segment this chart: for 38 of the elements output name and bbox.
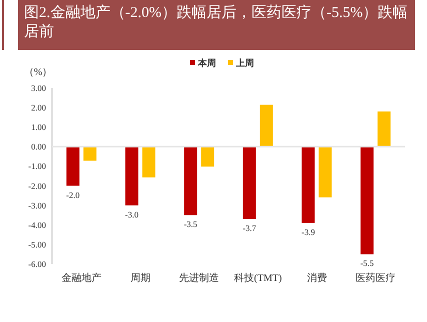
data-label: -3.9 bbox=[302, 226, 315, 237]
bar bbox=[83, 146, 96, 161]
bar bbox=[378, 111, 391, 147]
bar bbox=[260, 104, 273, 147]
y-tick-label: -2.00 bbox=[28, 180, 46, 191]
x-tick-label: 消费 bbox=[306, 272, 327, 284]
data-label: -3.0 bbox=[125, 209, 138, 220]
y-tick-label: 3.00 bbox=[31, 83, 46, 93]
y-tick-label: -4.00 bbox=[28, 220, 46, 230]
bar bbox=[302, 146, 315, 223]
x-tick-label: 金融地产 bbox=[61, 272, 102, 284]
x-tick-label: 先进制造 bbox=[179, 272, 220, 284]
y-tick-label: -1.00 bbox=[28, 161, 46, 172]
x-tick-label: 科技(TMT) bbox=[234, 272, 282, 284]
bar bbox=[242, 146, 256, 220]
y-tick-label: 2.00 bbox=[31, 102, 46, 113]
data-label: -3.7 bbox=[242, 223, 256, 234]
y-tick-label: -5.00 bbox=[28, 239, 46, 250]
bar bbox=[318, 146, 332, 198]
chart-title: 图2.金融地产（-2.0%）跌幅居后，医药医疗（-5.5%）跌幅居前 bbox=[18, 0, 415, 50]
y-tick-label: -3.00 bbox=[28, 200, 46, 210]
data-label: -2.0 bbox=[66, 190, 80, 200]
bar bbox=[125, 146, 138, 206]
y-tick-label: 1.00 bbox=[31, 122, 46, 132]
bar bbox=[360, 146, 374, 254]
data-label: -3.5 bbox=[184, 219, 198, 230]
data-label: -5.5 bbox=[360, 258, 374, 268]
bar bbox=[184, 146, 198, 216]
legend-label: 上周 bbox=[235, 58, 254, 68]
legend-label: 本周 bbox=[197, 58, 216, 68]
y-tick-label: 0.00 bbox=[31, 142, 46, 152]
x-tick-label: 医药医疗 bbox=[356, 272, 396, 284]
y-tick-label: -6.00 bbox=[28, 259, 46, 269]
bar bbox=[201, 146, 214, 167]
bar bbox=[66, 146, 80, 186]
y-axis-title: （%） bbox=[24, 67, 52, 78]
bar bbox=[142, 146, 156, 178]
x-tick-label: 周期 bbox=[130, 272, 150, 284]
